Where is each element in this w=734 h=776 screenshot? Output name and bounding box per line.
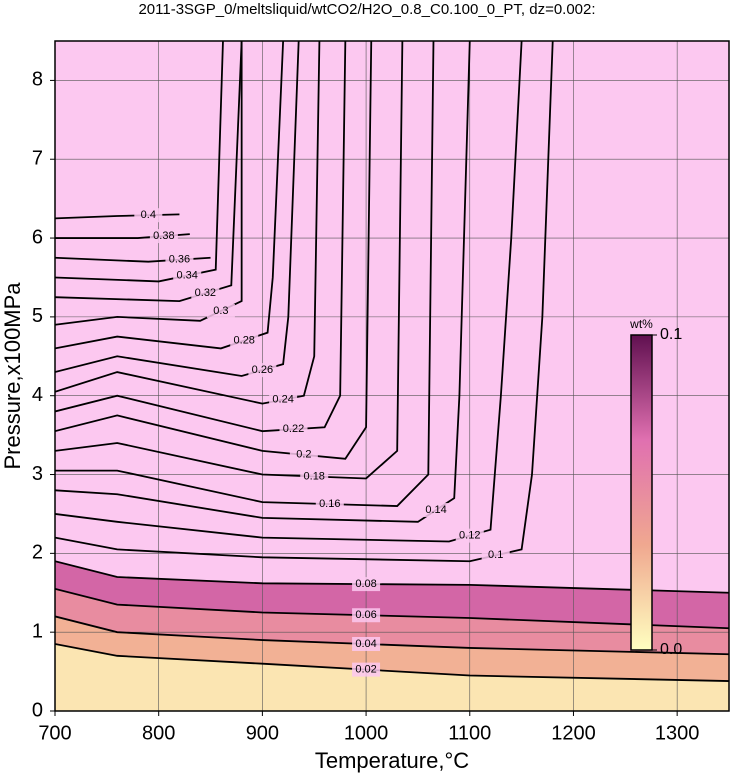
contour-label-group: 0.14 <box>422 503 451 517</box>
colorbar <box>630 334 653 651</box>
contour-label-bg <box>315 497 344 512</box>
contour-label: 0.32 <box>195 287 216 299</box>
contour-label: 0.02 <box>355 664 376 676</box>
y-tick-label: 6 <box>32 226 43 248</box>
contour-label-group: 0.18 <box>300 469 329 484</box>
contour-line <box>55 615 729 656</box>
contour-label-group: 0.28 <box>230 333 259 348</box>
contour-label: 0.38 <box>153 230 174 242</box>
contour-label-group: 0.34 <box>173 268 202 283</box>
contour-label-group: 0.2 <box>289 447 318 462</box>
contour-line <box>55 643 729 682</box>
contour-label: 0.04 <box>355 638 376 650</box>
y-tick-label: 2 <box>32 542 43 564</box>
y-tick-label: 7 <box>32 148 43 170</box>
chart-title: 2011-3SGP_0/meltsliquid/wtCO2/H2O_0.8_C0… <box>138 1 595 18</box>
contour-label-bg <box>279 422 308 437</box>
colorbar-tick-label: 0.1 <box>660 326 682 343</box>
contour-label-bg <box>230 333 259 348</box>
x-axis-label: Temperature,°C <box>315 748 469 773</box>
contour-label-bg <box>269 392 298 407</box>
x-tick-label: 900 <box>246 722 279 744</box>
x-tick-label: 800 <box>142 722 175 744</box>
contour-label: 0.36 <box>169 254 190 266</box>
contour-label: 0.18 <box>304 470 325 482</box>
contour-line <box>55 41 243 326</box>
contour-label-bg <box>165 252 194 267</box>
contour-line <box>55 587 729 630</box>
y-tick-label: 5 <box>32 305 43 327</box>
x-tick-label: 1000 <box>344 722 389 744</box>
contour-label-group: 0.32 <box>191 286 220 301</box>
contour-label-group: 0.06 <box>352 608 381 623</box>
contour-label-group: 0.12 <box>455 528 484 543</box>
contour-label-bg <box>289 447 318 462</box>
contour-label-group: 0.16 <box>315 497 344 512</box>
contour-label-bg <box>455 528 484 543</box>
contour-label-group: 0.36 <box>165 252 194 267</box>
y-tick-label: 3 <box>32 463 43 485</box>
contour-label-bg <box>149 229 178 244</box>
contour-label-bg <box>248 363 277 378</box>
contour-line <box>55 560 729 594</box>
plot-area: 0.02 0.04 0.06 0.08 0.1 0.12 0.14 0.16 0.18 0.2 0.… <box>55 41 729 711</box>
plot-frame <box>54 40 730 712</box>
colorbar-label: wt% <box>629 317 653 331</box>
contour-label-group: 0.08 <box>352 577 381 592</box>
contour-label-group: 0.24 <box>269 392 298 407</box>
contour-label-bg <box>352 577 381 592</box>
y-axis-label: Pressure,x100MPa <box>0 282 25 470</box>
contour-label-group: 0.26 <box>248 363 277 378</box>
contour-label: 0.24 <box>272 394 293 406</box>
contour-label: 0.14 <box>425 504 446 516</box>
contour-label-bg <box>300 469 329 484</box>
y-tick-label: 0 <box>32 699 43 721</box>
contour-label-group: 0.1 <box>481 548 510 563</box>
contour-label: 0.4 <box>141 209 156 221</box>
contour-label: 0.3 <box>213 305 228 317</box>
contour-label-bg <box>191 286 220 301</box>
contour-label: 0.26 <box>252 364 273 376</box>
y-tick-label: 4 <box>32 384 43 406</box>
contour-label-bg <box>206 303 235 318</box>
contour-label-group: 0.3 <box>206 303 235 318</box>
contour-label-bg <box>481 548 510 563</box>
contour-label: 0.1 <box>488 549 503 561</box>
contour-label: 0.28 <box>234 334 255 346</box>
colorbar-tick-label: 0.0 <box>660 641 682 658</box>
x-tick-label: 1200 <box>551 722 596 744</box>
contour-label-bg <box>352 662 381 677</box>
contour-line <box>55 41 471 523</box>
contour-label: 0.16 <box>319 498 340 510</box>
contour-label-group: 0.04 <box>352 637 381 651</box>
contour-band <box>55 644 729 711</box>
contour-label: 0.12 <box>459 530 480 542</box>
y-tick-label: 8 <box>32 69 43 91</box>
contour-label-group: 0.38 <box>149 229 178 244</box>
contour-label: 0.06 <box>355 609 376 621</box>
x-tick-label: 1300 <box>655 722 700 744</box>
contour-label: 0.08 <box>355 578 376 590</box>
contour-label-group: 0.22 <box>279 422 308 437</box>
x-tick-label: 1100 <box>448 722 491 744</box>
contour-label-bg <box>134 208 163 223</box>
contour-label: 0.34 <box>176 269 197 281</box>
contour-label-bg <box>352 637 381 651</box>
contour-label: 0.2 <box>296 449 311 461</box>
contour-label-group: 0.4 <box>134 208 163 223</box>
contour-label-bg <box>173 268 202 283</box>
contour-label-bg <box>352 608 381 623</box>
contour-label-group: 0.02 <box>352 662 381 677</box>
contour-label-bg <box>422 503 451 517</box>
contour-label: 0.22 <box>283 423 304 435</box>
x-tick-label: 700 <box>38 722 71 744</box>
y-tick-label: 1 <box>32 620 43 642</box>
